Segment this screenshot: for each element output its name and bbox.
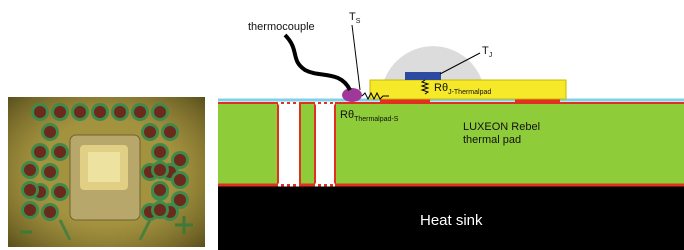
via-hole xyxy=(44,206,56,218)
pad-label: LUXEON Rebel xyxy=(463,121,540,133)
via-hole xyxy=(54,186,66,198)
pad-label: thermal pad xyxy=(463,134,521,146)
via-hole xyxy=(24,184,36,196)
via-hole xyxy=(94,106,106,118)
via-hole xyxy=(174,194,186,206)
via-hole xyxy=(134,106,146,118)
via-hole xyxy=(154,164,166,176)
r-main: Rθ xyxy=(434,82,448,94)
via-hole xyxy=(144,126,156,138)
via-hole xyxy=(44,126,56,138)
via-hole xyxy=(24,204,36,216)
via-hole xyxy=(54,146,66,158)
via-hole xyxy=(154,184,166,196)
board-photo xyxy=(8,97,205,247)
ts-label: TS xyxy=(349,11,361,25)
via-hole xyxy=(34,106,46,118)
via-hole xyxy=(54,106,66,118)
via-hole xyxy=(24,164,36,176)
via-hole xyxy=(154,146,166,158)
via-hole xyxy=(114,106,126,118)
heat-sink-label: Heat sink xyxy=(420,212,483,229)
via-hole xyxy=(174,174,186,186)
via-hole xyxy=(174,154,186,166)
thermocouple-label: thermocouple xyxy=(248,21,315,33)
ts-sub: S xyxy=(356,18,361,25)
via-hole xyxy=(154,204,166,216)
via-hole xyxy=(154,106,166,118)
r-main: Rθ xyxy=(340,109,354,121)
via-hole xyxy=(164,126,176,138)
via-hole xyxy=(74,106,86,118)
r-sub: J-Thermalpad xyxy=(448,89,491,96)
via-hole xyxy=(44,166,56,178)
via-hole xyxy=(34,146,46,158)
tj-label: TJ xyxy=(482,45,492,59)
r-sub: Thermalpad-S xyxy=(354,116,399,123)
figure: thermocouple TS TJ RθJ-Thermalpad RθTher… xyxy=(0,0,684,250)
tj-sub: J xyxy=(489,52,493,59)
